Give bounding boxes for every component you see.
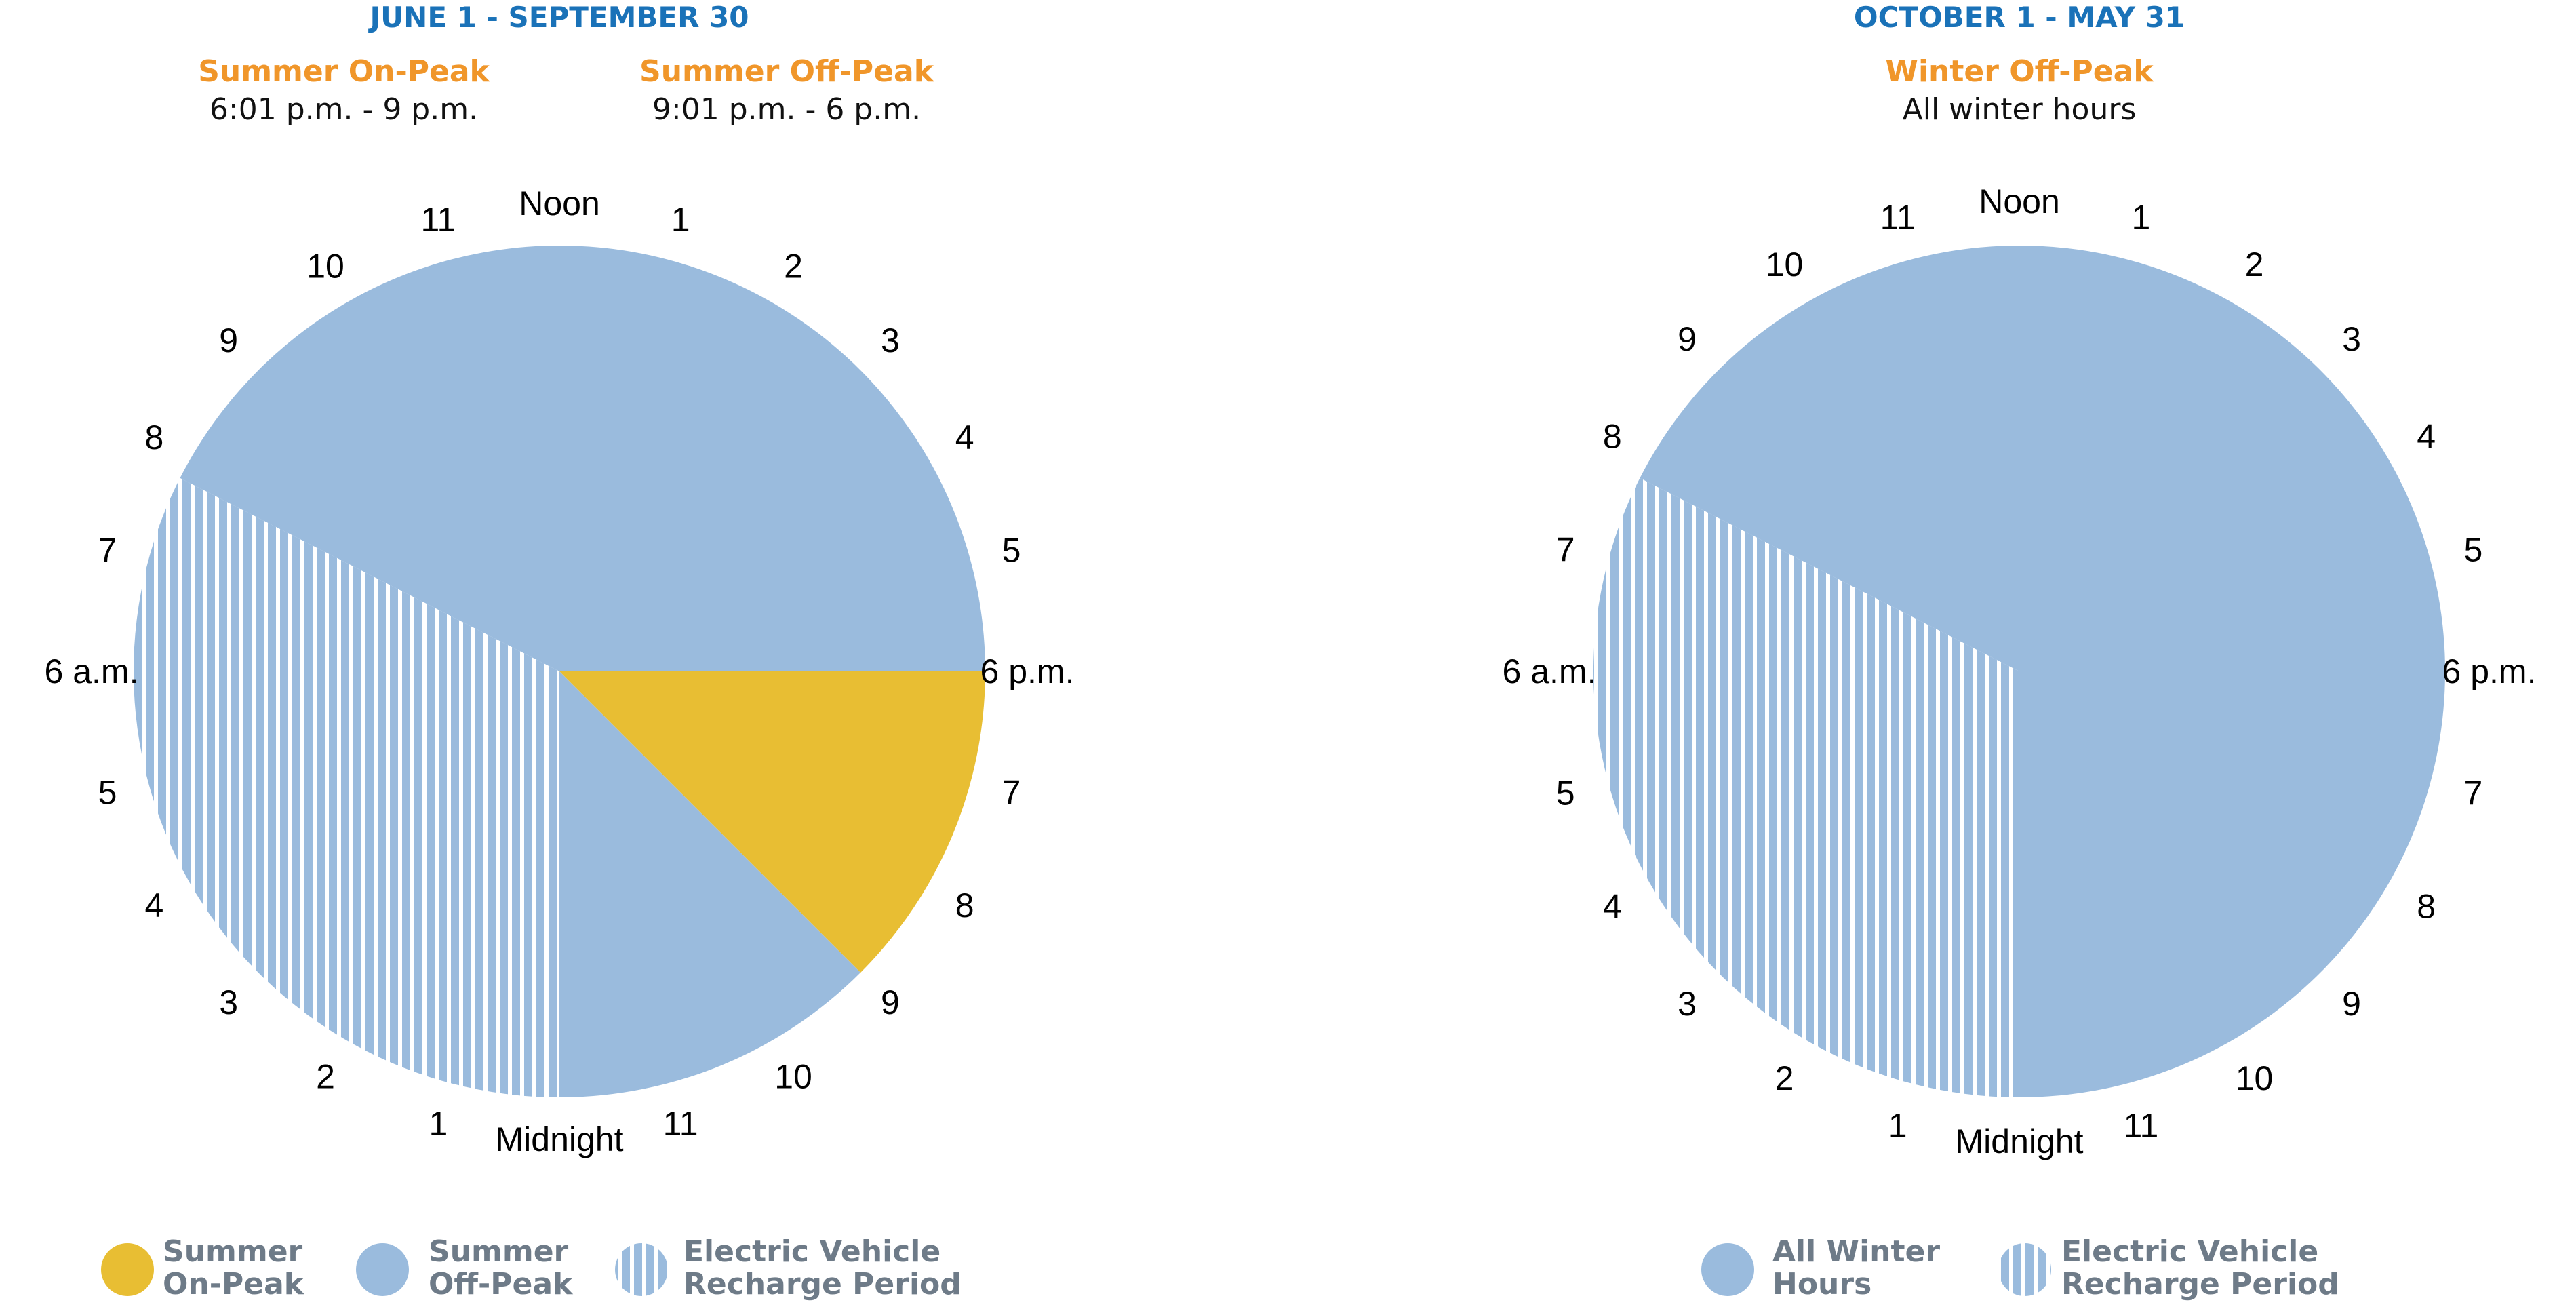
clock-tick-label: 8 (1603, 418, 1622, 456)
clock-tick-label: 10 (774, 1058, 812, 1096)
legend-swatch-ev (1998, 1243, 2051, 1296)
clock-tick-label: 5 (1556, 774, 1575, 812)
winter-panel: OCTOBER 1 - MAY 31 Winter Off-Peak All w… (1503, 1, 2537, 1301)
clock-tick-label: 7 (98, 531, 117, 569)
summer-off-peak-label: Summer Off-Peak (639, 54, 935, 89)
legend-label: Electric Vehicle (2061, 1234, 2318, 1269)
winter-season-title: OCTOBER 1 - MAY 31 (1854, 1, 2185, 34)
legend-label: Recharge Period (683, 1267, 962, 1301)
summer-on-peak-label: Summer On-Peak (198, 54, 490, 89)
clock-tick-label: 6 p.m. (980, 652, 1075, 690)
clock-tick-label: 9 (1678, 320, 1697, 358)
legend-label: Summer (163, 1234, 303, 1269)
clock-tick-label: 1 (429, 1105, 448, 1143)
clock-tick-label: 3 (881, 321, 900, 359)
clock-tick-label: 10 (306, 247, 344, 285)
clock-tick-label: 3 (219, 983, 238, 1021)
clock-tick-label: 2 (316, 1058, 335, 1096)
legend-label: Hours (1772, 1267, 1871, 1301)
legend-swatch-off-peak (1701, 1243, 1754, 1296)
pie-slice-summer-off-peak (180, 246, 986, 671)
legend-swatch-ev (615, 1243, 668, 1296)
summer-panel: JUNE 1 - SEPTEMBER 30 Summer On-Peak 6:0… (45, 1, 1075, 1301)
legend-label: Summer (429, 1234, 569, 1269)
legend-item-all-winter-hours: All Winter Hours (1701, 1234, 1940, 1301)
legend-swatch-off-peak (356, 1243, 409, 1296)
pie-slice-all-winter-hours (1640, 246, 2445, 1098)
clock-tick-label: 4 (144, 886, 163, 924)
winter-off-peak-label: Winter Off-Peak (1885, 54, 2154, 89)
legend-item-summer-ev: Electric Vehicle Recharge Period (615, 1234, 962, 1301)
clock-tick-label: Noon (1979, 182, 2060, 220)
clock-tick-label: 1 (1888, 1106, 1907, 1144)
clock-tick-label: 11 (2123, 1106, 2158, 1144)
summer-season-title: JUNE 1 - SEPTEMBER 30 (368, 1, 749, 34)
summer-legend: Summer On-Peak Summer Off-Peak Electric … (101, 1234, 962, 1301)
legend-label: On-Peak (163, 1267, 305, 1301)
clock-tick-label: 11 (663, 1105, 698, 1143)
summer-off-peak-hours: 9:01 p.m. - 6 p.m. (652, 92, 921, 127)
pie-slice-summer-off-peak (559, 671, 861, 1097)
legend-swatch-on-peak (101, 1243, 154, 1296)
clock-tick-label: 11 (1880, 199, 1916, 237)
legend-item-summer-on-peak: Summer On-Peak (101, 1234, 305, 1301)
clock-tick-label: 6 p.m. (2442, 652, 2537, 690)
clock-tick-label: 8 (144, 418, 163, 456)
winter-legend: All Winter Hours Electric Vehicle Rechar… (1701, 1234, 2339, 1301)
clock-tick-label: 9 (219, 321, 238, 359)
clock-tick-label: 6 a.m. (1503, 652, 1597, 690)
winter-pie (1593, 246, 2445, 1098)
clock-tick-label: 4 (955, 418, 974, 456)
clock-tick-label: 1 (671, 201, 690, 239)
clock-tick-label: 3 (2342, 320, 2361, 358)
pie-slice-summer-on-peak (559, 671, 985, 973)
clock-tick-label: 4 (1603, 888, 1622, 926)
clock-tick-label: 4 (2417, 418, 2436, 456)
summer-pie (134, 246, 986, 1097)
clock-tick-label: 5 (2463, 531, 2482, 569)
legend-item-winter-ev: Electric Vehicle Recharge Period (1998, 1234, 2339, 1301)
clock-tick-label: 2 (2245, 246, 2264, 283)
clock-tick-label: 7 (1002, 774, 1021, 812)
clock-tick-label: 3 (1678, 985, 1697, 1023)
winter-off-peak-hours: All winter hours (1903, 92, 2137, 127)
clock-tick-label: 7 (2463, 774, 2482, 812)
clock-tick-label: 2 (784, 247, 803, 285)
legend-label: All Winter (1772, 1234, 1940, 1269)
clock-tick-label: 5 (1002, 531, 1021, 569)
clock-tick-label: 5 (98, 774, 117, 812)
clock-tick-label: 8 (955, 886, 974, 924)
pie-slice-ev-summer-off-peak (134, 477, 559, 1097)
clock-tick-label: 8 (2417, 888, 2436, 926)
summer-clock-labels: Noon 1 2 3 4 5 6 p.m. 7 8 9 10 11 Midnight 1 2 3 4 5 6 a.m… (45, 184, 1075, 1158)
clock-tick-label: 6 a.m. (45, 652, 139, 690)
clock-tick-label: Midnight (1956, 1122, 2084, 1160)
clock-tick-label: 9 (881, 983, 900, 1021)
clock-tick-label: 2 (1775, 1059, 1794, 1097)
winter-clock-labels: Noon 1 2 3 4 5 6 p.m. 7 8 9 10 11 Midnight 1 2 3 4 5 6 a.m… (1503, 182, 2537, 1160)
clock-tick-label: 10 (2236, 1059, 2274, 1097)
clock-tick-label: Noon (519, 184, 600, 222)
legend-label: Off-Peak (429, 1267, 574, 1301)
pie-slice-ev-all-winter-hours (1593, 477, 2019, 1097)
legend-item-summer-off-peak: Summer Off-Peak (356, 1234, 574, 1301)
clock-tick-label: 11 (420, 201, 456, 239)
clock-tick-label: 9 (2342, 985, 2361, 1023)
clock-tick-label: 1 (2131, 199, 2150, 237)
summer-on-peak-hours: 6:01 p.m. - 9 p.m. (210, 92, 478, 127)
clock-tick-label: 7 (1556, 531, 1575, 569)
clock-tick-label: 10 (1766, 246, 1804, 283)
legend-label: Electric Vehicle (683, 1234, 940, 1269)
legend-label: Recharge Period (2061, 1267, 2339, 1301)
clock-tick-label: Midnight (496, 1120, 624, 1158)
